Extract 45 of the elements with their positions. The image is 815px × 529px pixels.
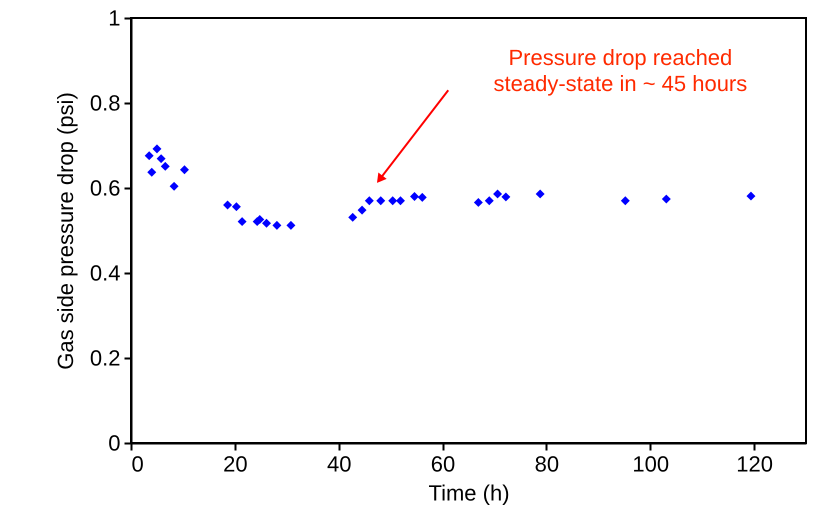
- x-tick-label: 40: [326, 452, 352, 476]
- y-tick-label: 0.8: [90, 90, 120, 116]
- point: [170, 182, 179, 191]
- point: [484, 196, 494, 206]
- y-axis-title: Gas side pressure drop (psi): [52, 92, 78, 370]
- annotation: Pressure drop reached steady-state in ~ 45 hours: [493, 44, 748, 96]
- point: [152, 144, 162, 154]
- y-tick-label: 1: [108, 6, 120, 30]
- point: [358, 206, 367, 215]
- point: [474, 198, 483, 207]
- point: [262, 218, 271, 228]
- x-tick-label: 80: [534, 452, 560, 476]
- point: [364, 196, 374, 206]
- point: [418, 192, 427, 202]
- point: [620, 196, 630, 206]
- x-axis-title: Time (h): [428, 480, 510, 506]
- point: [272, 220, 282, 230]
- point: [147, 168, 156, 177]
- point: [388, 196, 398, 206]
- point: [501, 192, 510, 202]
- point: [493, 189, 502, 198]
- point: [286, 220, 296, 230]
- point: [662, 194, 671, 204]
- point: [160, 162, 170, 171]
- y-tick-label: 0: [108, 430, 120, 456]
- point: [238, 217, 247, 226]
- y-tick-label: 0.2: [90, 346, 120, 370]
- point: [376, 196, 386, 206]
- y-tick-label: 0.4: [90, 260, 120, 286]
- point: [410, 192, 419, 201]
- x-tick-label: 100: [632, 452, 670, 476]
- point: [396, 196, 405, 206]
- point: [536, 189, 545, 198]
- x-tick-label: 0: [132, 452, 144, 476]
- point: [223, 200, 232, 210]
- point: [144, 151, 154, 160]
- point: [746, 192, 756, 201]
- x-tick-label: 120: [736, 452, 773, 476]
- point: [348, 212, 358, 222]
- y-tick-label: 0.6: [90, 176, 120, 200]
- x-tick-label: 60: [430, 452, 456, 476]
- x-tick-label: 20: [223, 452, 248, 476]
- point: [180, 165, 189, 174]
- point: [156, 154, 166, 164]
- point: [232, 202, 241, 212]
